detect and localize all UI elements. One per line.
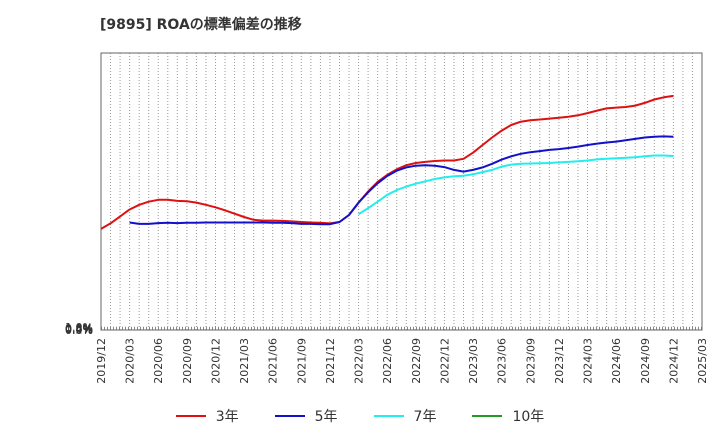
- x-tick-label: 2021/09: [295, 338, 308, 384]
- y-tick-label: 0.2%: [65, 323, 93, 336]
- y-tick-labels: 0.0%0.2%0.4%0.6%0.8%1.0%: [65, 321, 93, 337]
- legend-swatch: [472, 415, 503, 417]
- x-tick-labels: 2019/12 2020/03 2020/06 2020/09 2020/12 2021/…: [95, 338, 709, 384]
- x-tick-label: 2021/06: [267, 338, 280, 384]
- plot-frame: [100, 52, 703, 331]
- legend-item: 3年: [175, 406, 239, 426]
- plot-border: [100, 52, 703, 331]
- legend-swatch: [274, 415, 305, 417]
- y-tick-label: 0.6%: [65, 322, 93, 335]
- x-tick-label: 2021/12: [324, 338, 337, 384]
- series-line-3年: [100, 94, 674, 230]
- x-tick-label: 2023/12: [553, 338, 566, 384]
- legend-item: 7年: [373, 406, 437, 426]
- x-tick-label: 2022/03: [353, 338, 366, 384]
- x-tick-label: 2024/12: [667, 338, 680, 384]
- x-tick-label: 2020/06: [152, 338, 165, 384]
- y-tick-label: 0.4%: [65, 323, 93, 336]
- x-tick-label: 2020/12: [209, 338, 222, 384]
- x-tick-label: 2024/09: [639, 338, 652, 384]
- legend-label: 5年: [314, 409, 338, 425]
- x-tick-label: 2022/06: [381, 338, 394, 384]
- x-tick-label: 2022/09: [410, 338, 423, 384]
- legend-swatch: [175, 415, 206, 417]
- x-tick-label: 2021/03: [238, 338, 251, 384]
- x-tick-label: 2022/12: [438, 338, 451, 384]
- grid: [101, 53, 702, 330]
- x-tick-label: 2023/03: [467, 338, 480, 384]
- chart-title: [9895] ROAの標準偏差の推移: [100, 17, 302, 33]
- series-line-7年: [358, 154, 674, 216]
- y-tick-label: 0.8%: [65, 322, 93, 335]
- x-tick-label: 2019/12: [95, 338, 108, 384]
- legend-item: 10年: [472, 406, 544, 426]
- series-line-5年: [129, 135, 674, 226]
- legend: 3年 5年 7年 10年: [0, 404, 720, 428]
- legend-label: 3年: [215, 409, 239, 425]
- x-tick-label: 2024/06: [610, 338, 623, 384]
- legend-swatch: [373, 415, 404, 417]
- y-tick-label: 1.0%: [65, 321, 93, 334]
- x-tick-label: 2020/09: [181, 338, 194, 384]
- x-tick-label: 2024/03: [582, 338, 595, 384]
- x-tick-label: 2023/06: [496, 338, 509, 384]
- x-tick-label: 2025/03: [696, 338, 709, 384]
- legend-label: 7年: [413, 409, 437, 425]
- legend-item: 5年: [274, 406, 338, 426]
- x-tick-label: 2020/03: [124, 338, 137, 384]
- series-lines: [100, 94, 674, 230]
- y-tick-label: 0.0%: [65, 324, 93, 337]
- x-tick-label: 2023/09: [524, 338, 537, 384]
- legend-label: 10年: [512, 409, 545, 425]
